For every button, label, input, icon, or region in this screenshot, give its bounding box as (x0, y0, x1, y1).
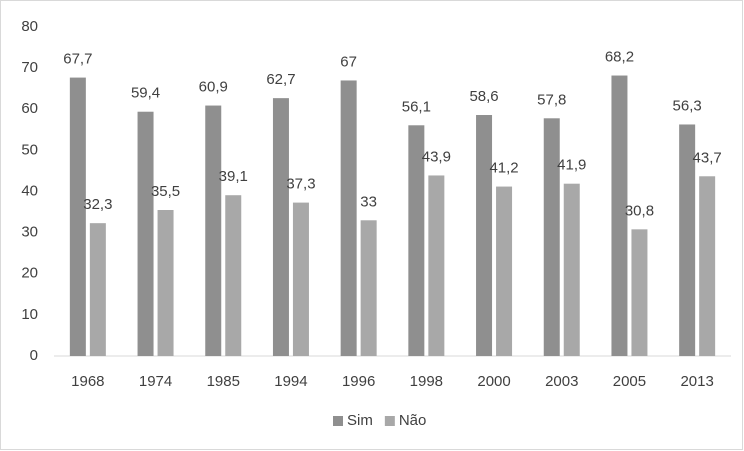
bar (408, 125, 425, 356)
bar (89, 223, 106, 356)
data-label: 56,3 (673, 97, 702, 114)
x-tick-label: 2013 (680, 373, 713, 390)
x-tick-label: 1998 (410, 373, 443, 390)
legend-swatch (384, 416, 395, 426)
y-tick-label: 30 (21, 224, 38, 241)
data-label: 58,6 (469, 88, 498, 105)
data-label: 35,5 (151, 183, 180, 200)
bar (679, 124, 696, 356)
data-label: 33 (360, 193, 377, 210)
bar (157, 210, 174, 356)
data-label: 68,2 (605, 48, 634, 65)
legend-label: Sim (347, 412, 373, 429)
data-label: 62,7 (266, 71, 295, 88)
bar (292, 202, 309, 356)
bar (699, 176, 716, 356)
y-tick-label: 40 (21, 182, 38, 199)
y-tick-label: 60 (21, 100, 38, 117)
bar (225, 195, 242, 356)
data-label: 32,3 (83, 196, 112, 213)
data-label: 30,8 (625, 202, 654, 219)
bar (137, 111, 154, 356)
data-label: 56,1 (402, 98, 431, 115)
legend-swatch (333, 416, 343, 426)
data-label: 39,1 (219, 168, 248, 185)
data-label: 41,9 (557, 157, 586, 174)
y-tick-label: 0 (30, 347, 38, 364)
data-label: 57,8 (537, 91, 566, 108)
data-label: 43,9 (422, 148, 451, 165)
data-label: 37,3 (286, 176, 315, 193)
bar (69, 77, 86, 357)
bar (631, 229, 648, 356)
x-tick-label: 1994 (274, 373, 307, 390)
x-tick-label: 1996 (342, 373, 375, 390)
x-tick-label: 2005 (613, 373, 646, 390)
bar (205, 105, 222, 356)
y-tick-label: 10 (21, 306, 38, 323)
bar (563, 183, 580, 356)
data-label: 60,9 (199, 79, 228, 96)
x-tick-label: 2003 (545, 373, 578, 390)
x-tick-label: 1974 (139, 373, 172, 390)
data-label: 43,7 (693, 149, 722, 166)
bar (543, 118, 560, 356)
x-tick-label: 2000 (477, 373, 510, 390)
data-label: 67,7 (63, 51, 92, 68)
y-tick-label: 50 (21, 141, 38, 158)
data-label: 41,2 (489, 160, 518, 177)
y-tick-label: 80 (21, 18, 38, 35)
bar (360, 220, 377, 356)
y-tick-label: 70 (21, 59, 38, 76)
data-label: 67 (340, 53, 357, 70)
bar (428, 175, 445, 356)
bar (611, 75, 628, 356)
bar (496, 186, 513, 356)
x-tick-label: 1985 (207, 373, 240, 390)
data-label: 59,4 (131, 85, 160, 102)
x-tick-label: 1968 (71, 373, 104, 390)
bar (340, 80, 357, 357)
y-tick-label: 20 (21, 265, 38, 282)
bar (476, 115, 493, 356)
legend-label: Não (399, 412, 427, 429)
bar (272, 98, 289, 357)
